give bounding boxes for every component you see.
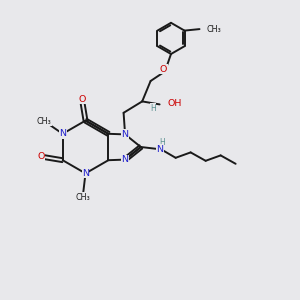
Text: N: N <box>82 169 89 178</box>
Text: O: O <box>160 64 167 74</box>
Text: N: N <box>122 130 129 139</box>
Text: H: H <box>159 138 165 147</box>
Text: CH₃: CH₃ <box>206 25 221 34</box>
Text: CH₃: CH₃ <box>76 193 91 202</box>
Text: O: O <box>37 152 45 161</box>
Text: N: N <box>59 129 66 138</box>
Text: N: N <box>122 155 129 164</box>
Text: H: H <box>150 103 156 112</box>
Text: OH: OH <box>167 99 182 108</box>
Text: CH₃: CH₃ <box>36 117 51 126</box>
Text: N: N <box>157 145 164 154</box>
Text: O: O <box>78 94 85 103</box>
